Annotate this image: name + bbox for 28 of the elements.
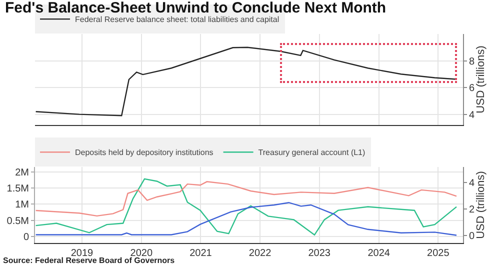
line-series	[35, 178, 458, 236]
line-series	[35, 181, 458, 217]
x-tick-label: 2023	[308, 248, 331, 259]
legend-label: Treasury general account (L1)	[258, 148, 366, 158]
y-tick-label: 0	[23, 232, 30, 244]
chart-title: Fed's Balance-Sheet Unwind to Conclude Next Month	[5, 0, 386, 16]
legend-label: Deposits held by depository institutions	[75, 148, 214, 158]
x-tick-label: 2022	[248, 248, 272, 259]
y-tick-label: 0.5M	[6, 216, 29, 227]
x-tick-label: 2019	[70, 248, 94, 259]
y2-axis-title: USD (trillions)	[475, 46, 488, 114]
y2-tick-label: 8	[469, 56, 475, 68]
line-series	[35, 202, 458, 236]
y2-axis-title: USD (trillions)	[475, 171, 488, 239]
y-tick-label: 1.5M	[6, 184, 29, 195]
y-tick-label: 1M	[15, 200, 29, 211]
y2-tick-label: 0	[469, 231, 475, 242]
legend-label: Federal Reserve balance sheet: total liabilities and capital	[75, 15, 280, 24]
x-tick-label: 2021	[190, 248, 212, 259]
y2-tick-label: 4	[469, 178, 475, 189]
source-note: Source: Federal Reserve Board of Governors	[3, 256, 176, 265]
y-tick-label: 2M	[15, 167, 29, 178]
x-tick-label: 2024	[368, 248, 390, 259]
x-tick-label: 2025	[427, 248, 450, 259]
y2-tick-label: 4	[469, 110, 475, 121]
line-series	[35, 46, 458, 116]
y2-tick-label: 2	[469, 204, 475, 216]
y2-tick-label: 6	[469, 83, 475, 94]
